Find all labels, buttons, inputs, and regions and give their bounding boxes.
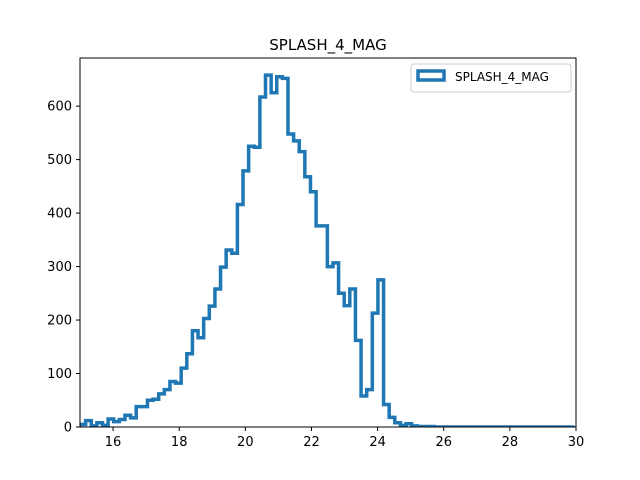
x-tick-label: 20 [237,435,254,450]
legend-label: SPLASH_4_MAG [455,70,549,84]
y-tick-label: 0 [64,421,72,436]
x-axis-ticks: 16 18 20 22 24 26 28 30 [105,427,584,450]
legend: SPLASH_4_MAG [410,63,572,93]
x-tick-label: 18 [171,435,188,450]
legend-swatch [416,69,446,82]
x-tick-label: 24 [369,435,386,450]
x-tick-label: 30 [568,435,585,450]
y-tick-label: 200 [47,314,72,329]
chart-title: SPLASH_4_MAG [269,36,386,55]
y-tick-label: 300 [47,260,72,275]
axes-frame [79,57,577,428]
legend-box [410,63,572,93]
x-tick-label: 22 [303,435,320,450]
x-tick-label: 28 [502,435,519,450]
x-tick-label: 26 [435,435,452,450]
y-tick-label: 400 [47,207,72,222]
y-tick-label: 500 [47,153,72,168]
y-axis-ticks: 0 100 200 300 400 500 600 [47,100,80,436]
y-tick-label: 600 [47,100,72,115]
plot-area [80,73,575,427]
x-tick-label: 16 [105,435,122,450]
y-tick-label: 100 [47,367,72,382]
histogram-step-line [80,73,575,427]
